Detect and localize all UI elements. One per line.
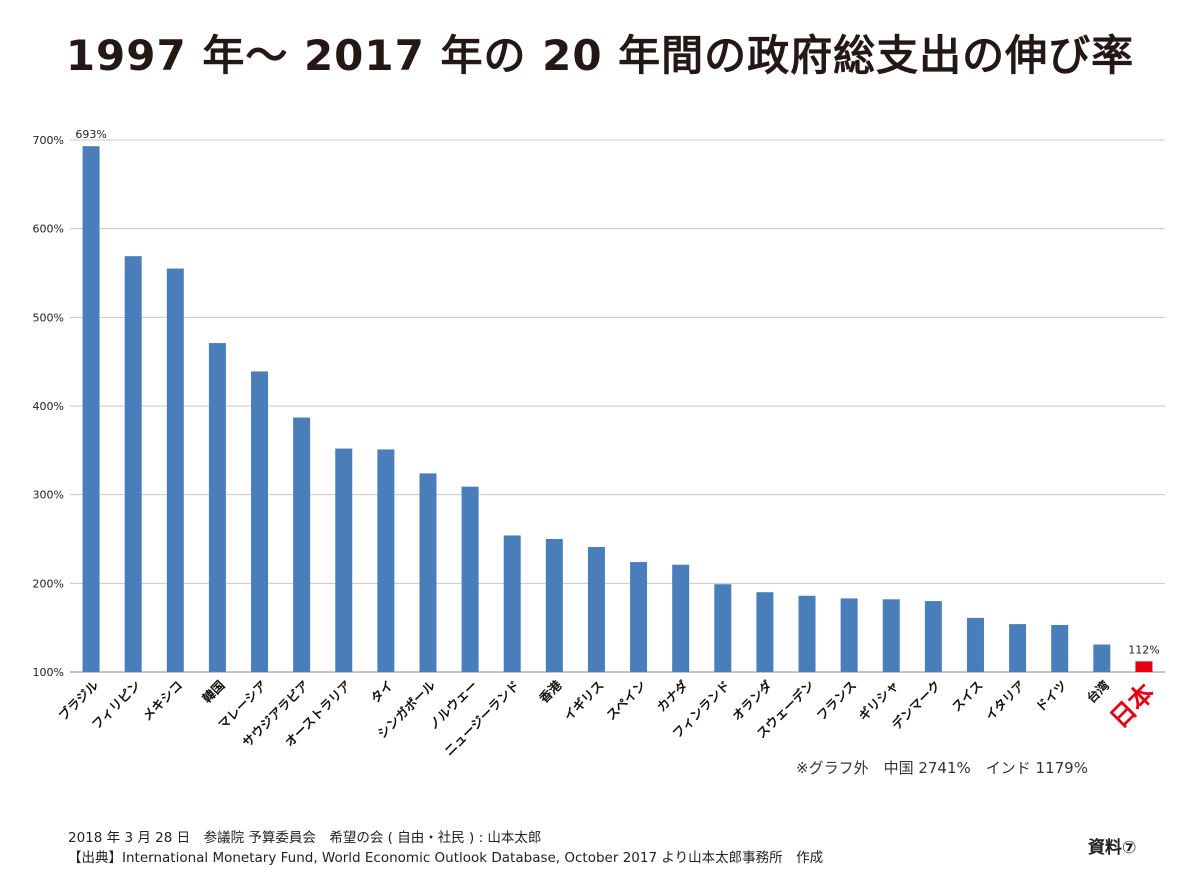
- y-tick-label: 100%: [33, 666, 64, 679]
- bar: [208, 343, 226, 672]
- bar: [545, 539, 563, 672]
- bar: [82, 146, 100, 672]
- x-tick-label: ニュージーランド: [441, 678, 522, 759]
- x-tick-label: イタリア: [982, 678, 1028, 724]
- x-tick-label: 台湾: [1084, 677, 1113, 706]
- bar: [587, 546, 605, 672]
- bar: [124, 256, 142, 672]
- bar: [714, 584, 732, 672]
- bar: [924, 601, 942, 672]
- bar: [672, 564, 690, 672]
- bar: [798, 595, 816, 672]
- bar: [840, 598, 858, 672]
- footer-date-line: 2018 年 3 月 28 日 参議院 予算委員会 希望の会 ( 自由・社民 )…: [68, 830, 542, 846]
- x-tick-label: 日本: [1104, 678, 1160, 734]
- bar: [335, 448, 353, 672]
- bar: [966, 617, 984, 672]
- bar: [377, 449, 395, 672]
- bar: [1009, 624, 1027, 672]
- y-axis-ticks: 100% 200% 300% 400% 500% 600% 700%: [33, 134, 64, 679]
- footer-source-line: 【出典】International Monetary Fund, World E…: [68, 850, 824, 866]
- y-tick-label: 300%: [33, 489, 64, 502]
- y-tick-label: 500%: [33, 311, 64, 324]
- x-tick-label: ドイツ: [1033, 678, 1070, 715]
- outside-chart-note: ※グラフ外 中国 2741% インド 1179%: [796, 759, 1088, 777]
- x-tick-label: 韓国: [199, 678, 227, 706]
- x-tick-label: メキシコ: [139, 678, 185, 724]
- bar: [630, 562, 648, 672]
- y-tick-label: 700%: [33, 134, 64, 147]
- y-tick-label: 400%: [33, 400, 64, 413]
- bars: [82, 146, 1153, 672]
- bar: [251, 371, 269, 672]
- bar: [1135, 661, 1153, 672]
- bar: [503, 535, 521, 672]
- x-tick-label: イギリス: [561, 678, 607, 724]
- y-tick-label: 600%: [33, 223, 64, 236]
- chart-title: 1997 年〜 2017 年の 20 年間の政府総支出の伸び率: [65, 31, 1135, 80]
- x-tick-label: カナダ: [654, 677, 691, 714]
- gridlines: [70, 139, 1165, 673]
- y-tick-label: 200%: [33, 577, 64, 590]
- data-label: 693%: [75, 128, 106, 141]
- bar: [166, 268, 184, 672]
- bar: [1051, 625, 1069, 672]
- x-tick-label: 香港: [535, 677, 564, 706]
- bar: [419, 473, 437, 672]
- bar: [882, 599, 900, 672]
- document-label: 資料⑦: [1088, 838, 1137, 858]
- x-tick-label: タイ: [368, 678, 396, 706]
- x-tick-label: フランス: [813, 678, 859, 724]
- data-label: 112%: [1128, 643, 1159, 656]
- x-tick-label: スペイン: [603, 678, 648, 723]
- bar: [756, 592, 774, 672]
- bar: [293, 417, 311, 672]
- bar: [461, 486, 479, 672]
- data-labels: 693% 112%: [75, 128, 1159, 656]
- x-tick-label: スイス: [949, 678, 986, 715]
- bar: [1093, 644, 1111, 672]
